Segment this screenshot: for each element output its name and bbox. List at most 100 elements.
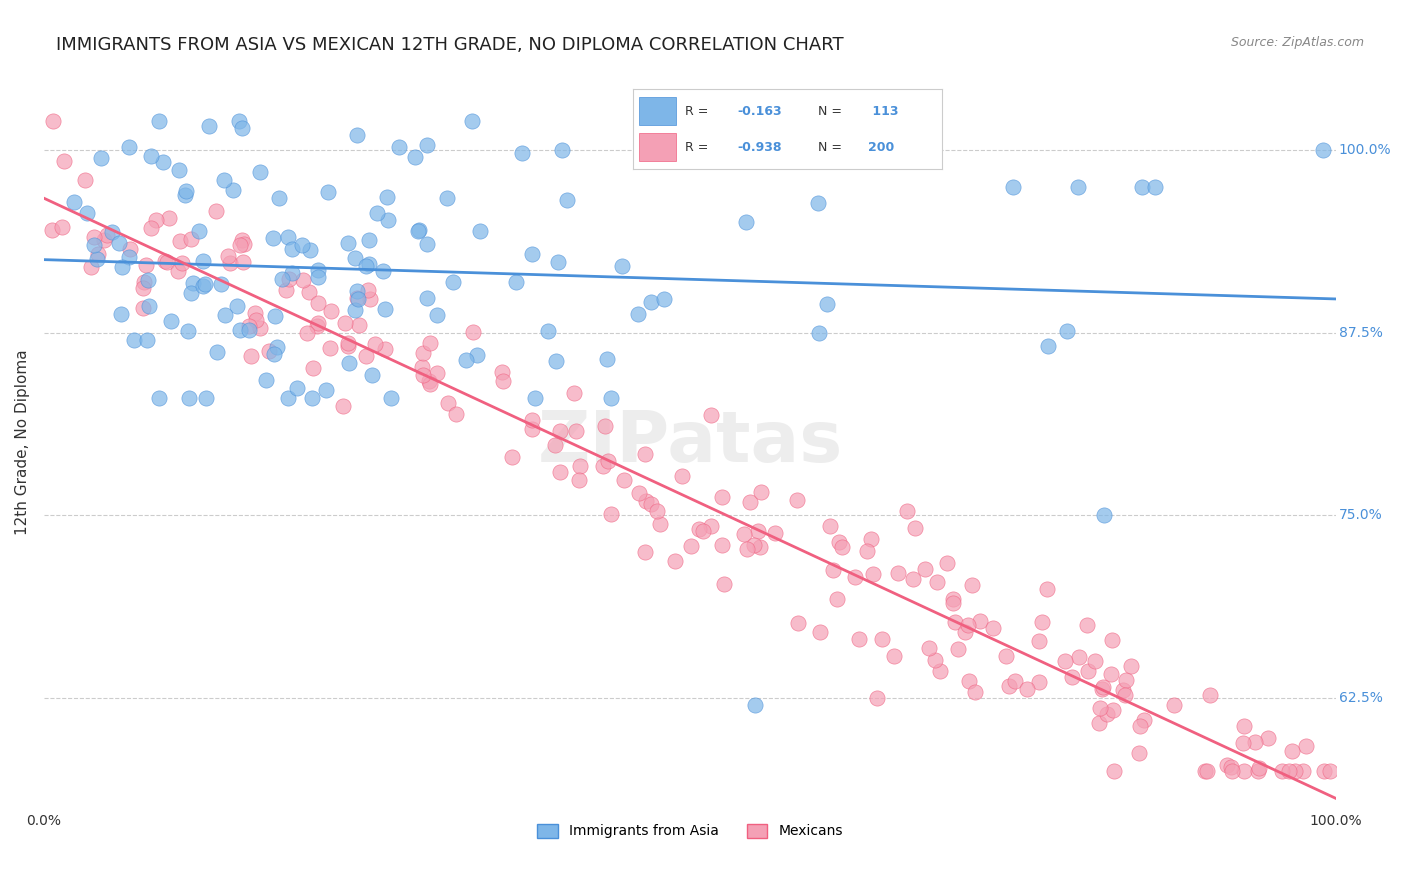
- Point: [271, 272, 294, 286]
- Point: [550, 143, 572, 157]
- Point: [292, 273, 315, 287]
- Point: [136, 273, 159, 287]
- Point: [634, 544, 657, 558]
- Point: [969, 614, 991, 628]
- Point: [1233, 764, 1256, 778]
- Point: [600, 507, 623, 521]
- Point: [83, 230, 105, 244]
- Point: [357, 257, 380, 271]
- Point: [491, 365, 513, 379]
- Point: [786, 493, 808, 508]
- Point: [307, 319, 329, 334]
- Point: [159, 314, 181, 328]
- Point: [1028, 675, 1050, 690]
- Point: [825, 592, 848, 607]
- Point: [307, 295, 329, 310]
- Point: [1133, 714, 1156, 728]
- Point: [412, 346, 434, 360]
- Point: [786, 616, 808, 631]
- Point: [1067, 180, 1090, 194]
- Point: [307, 263, 329, 277]
- Point: [418, 374, 440, 388]
- Point: [285, 380, 308, 394]
- Text: N =: N =: [818, 141, 846, 153]
- Point: [636, 494, 658, 508]
- Point: [364, 337, 387, 351]
- Point: [337, 356, 360, 370]
- Point: [336, 339, 359, 353]
- Point: [238, 323, 260, 337]
- Point: [110, 307, 132, 321]
- Point: [359, 292, 381, 306]
- Point: [318, 186, 340, 200]
- Point: [593, 419, 616, 434]
- Point: [887, 566, 910, 580]
- Point: [1092, 508, 1115, 523]
- Text: -0.938: -0.938: [738, 141, 782, 153]
- Point: [333, 316, 356, 330]
- Point: [1084, 654, 1107, 668]
- Point: [955, 624, 977, 639]
- Point: [1271, 764, 1294, 778]
- Point: [181, 276, 204, 290]
- Point: [652, 292, 675, 306]
- Point: [1099, 667, 1122, 681]
- Text: 62.5%: 62.5%: [1339, 690, 1382, 705]
- Point: [1198, 688, 1220, 702]
- Text: R =: R =: [685, 141, 713, 153]
- Point: [180, 232, 202, 246]
- Point: [883, 648, 905, 663]
- Point: [512, 146, 534, 161]
- Text: 113: 113: [868, 105, 898, 118]
- Point: [896, 503, 918, 517]
- Point: [957, 673, 980, 688]
- Point: [254, 372, 277, 386]
- Point: [568, 473, 591, 487]
- Point: [169, 163, 191, 178]
- Point: [1129, 719, 1152, 733]
- Point: [1312, 144, 1334, 158]
- Point: [51, 219, 73, 234]
- Point: [118, 250, 141, 264]
- Point: [1102, 764, 1125, 778]
- Point: [565, 425, 588, 439]
- Point: [929, 664, 952, 678]
- Point: [700, 518, 723, 533]
- Point: [53, 154, 76, 169]
- Point: [1291, 764, 1313, 778]
- Text: N =: N =: [818, 105, 846, 118]
- Point: [679, 540, 702, 554]
- Point: [946, 642, 969, 657]
- Point: [744, 698, 766, 712]
- Point: [1054, 654, 1077, 668]
- Point: [221, 183, 243, 197]
- Point: [1056, 324, 1078, 338]
- Point: [388, 139, 411, 153]
- Point: [135, 258, 157, 272]
- Point: [737, 542, 759, 557]
- Point: [461, 325, 484, 339]
- Point: [848, 632, 870, 646]
- Point: [436, 191, 458, 205]
- Point: [1163, 698, 1185, 713]
- Point: [1219, 760, 1241, 774]
- Point: [177, 392, 200, 406]
- Point: [249, 165, 271, 179]
- Point: [1112, 682, 1135, 697]
- Point: [1130, 180, 1153, 194]
- Point: [141, 149, 163, 163]
- Point: [347, 318, 370, 332]
- Point: [1319, 764, 1341, 778]
- Point: [41, 223, 63, 237]
- Point: [232, 255, 254, 269]
- Point: [277, 392, 299, 406]
- Point: [807, 196, 830, 211]
- Point: [742, 538, 765, 552]
- Point: [1062, 670, 1084, 684]
- Point: [1119, 659, 1142, 673]
- Point: [441, 275, 464, 289]
- Point: [122, 333, 145, 347]
- Point: [501, 450, 523, 464]
- Point: [41, 114, 63, 128]
- Point: [941, 596, 963, 610]
